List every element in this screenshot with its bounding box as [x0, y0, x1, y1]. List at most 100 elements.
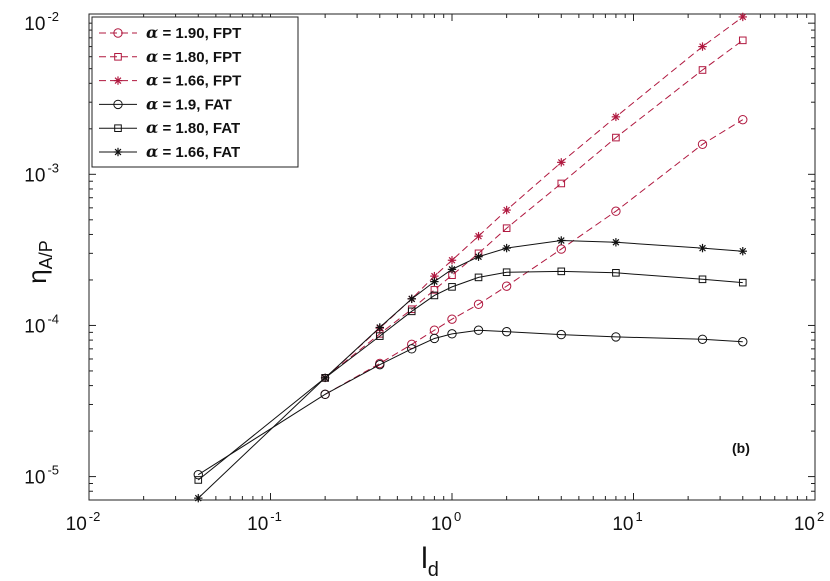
legend-label: α = 1.66, FPT — [146, 71, 241, 90]
data-point — [501, 281, 512, 291]
star-stroke — [431, 278, 438, 285]
data-point — [194, 476, 203, 484]
series-line — [324, 39, 744, 379]
data-point — [447, 314, 457, 324]
legend-label: α = 1.66, FAT — [146, 142, 240, 161]
data-point — [612, 269, 620, 277]
star-stroke — [448, 256, 456, 264]
series-line — [197, 239, 743, 499]
data-point — [698, 66, 707, 74]
star-stroke — [114, 77, 122, 84]
legend-label: α = 1.80, FPT — [146, 47, 241, 66]
data-point — [447, 265, 457, 274]
series-4 — [194, 267, 747, 484]
data-point — [473, 299, 484, 310]
legend-box — [91, 16, 299, 168]
data-point — [502, 268, 511, 277]
x-axis-title: ld — [421, 542, 439, 581]
data-point — [320, 373, 330, 383]
x-tick-label: 10 0 — [431, 509, 461, 535]
data-point — [738, 337, 748, 347]
data-point — [738, 36, 747, 45]
series-2 — [320, 12, 747, 383]
data-point — [738, 246, 747, 256]
data-point — [697, 139, 708, 149]
legend-marker — [113, 147, 123, 157]
series-0 — [320, 114, 748, 400]
y-axis-title: ηA/P — [22, 240, 56, 283]
data-point — [611, 206, 621, 216]
legend-label: α = 1.90, FPT — [146, 23, 241, 42]
star-stroke — [475, 253, 482, 261]
data-point — [473, 325, 484, 335]
panel-label: (b) — [732, 440, 750, 456]
data-point — [375, 323, 384, 332]
star-stroke — [114, 148, 122, 156]
data-point — [447, 329, 457, 339]
series-1 — [321, 36, 747, 382]
series-line — [324, 119, 744, 395]
legend-entry: α = 1.66, FAT — [99, 142, 240, 161]
data-point — [194, 493, 203, 503]
y-axis-title-sub: A/P — [36, 240, 56, 269]
data-point — [501, 326, 512, 337]
star-stroke — [503, 244, 511, 252]
data-point — [738, 278, 747, 287]
data-point — [407, 307, 416, 316]
legend-marker — [113, 99, 123, 110]
axis-ticks: 10 -2 10 -1 10 0 10 1 10 2 10 -5 10 -4 10 -3 10 -2 — [24, 9, 824, 535]
data-point — [611, 112, 621, 122]
star-stroke — [503, 206, 511, 214]
data-point — [407, 344, 417, 354]
legend: α = 1.90, FPT α = 1.80, FPT α = 1.66, FPT α… — [91, 16, 299, 168]
star-stroke — [739, 247, 747, 255]
x-tick-label: 10 -2 — [66, 509, 101, 535]
data-point — [612, 133, 620, 142]
data-point — [430, 291, 439, 300]
star-stroke — [557, 237, 565, 244]
data-point — [429, 333, 440, 344]
data-point — [474, 231, 483, 241]
data-point — [474, 252, 483, 261]
legend-entry: α = 1.66, FPT — [99, 71, 241, 90]
star-stroke — [321, 374, 329, 382]
data-point — [611, 332, 621, 342]
data-point — [193, 469, 203, 480]
legend-marker — [113, 76, 123, 85]
star-stroke — [448, 266, 456, 273]
legend-label: α = 1.9, FAT — [146, 94, 232, 113]
legend-entry: α = 1.9, FAT — [99, 94, 232, 113]
data-point — [611, 238, 621, 247]
legend-entry: α = 1.80, FPT — [99, 47, 241, 66]
legend-marker — [114, 124, 122, 133]
series-5 — [194, 236, 747, 503]
series-group — [193, 12, 748, 503]
x-tick-label: 10 2 — [794, 509, 824, 535]
legend-marker — [113, 28, 123, 38]
data-point — [430, 277, 439, 286]
data-point — [698, 243, 707, 253]
data-point — [557, 267, 566, 276]
data-point — [320, 389, 330, 400]
star-stroke — [699, 43, 706, 50]
star-stroke — [612, 238, 620, 246]
series-3 — [193, 325, 748, 480]
data-point — [502, 224, 511, 232]
y-tick-label: 10 -5 — [24, 463, 59, 489]
data-point — [698, 42, 707, 51]
data-point — [557, 236, 566, 245]
series-line — [198, 329, 743, 476]
data-point — [375, 332, 384, 340]
data-point — [375, 359, 385, 370]
data-point — [556, 329, 566, 340]
series-line — [324, 16, 744, 379]
data-point — [738, 114, 748, 125]
data-point — [557, 158, 566, 167]
star-stroke — [739, 13, 747, 21]
legend-marker — [114, 53, 122, 61]
x-tick-label: 10 -1 — [247, 509, 282, 535]
data-point — [407, 294, 416, 304]
series-line — [197, 270, 743, 481]
y-tick-label: 10 -3 — [24, 160, 59, 186]
